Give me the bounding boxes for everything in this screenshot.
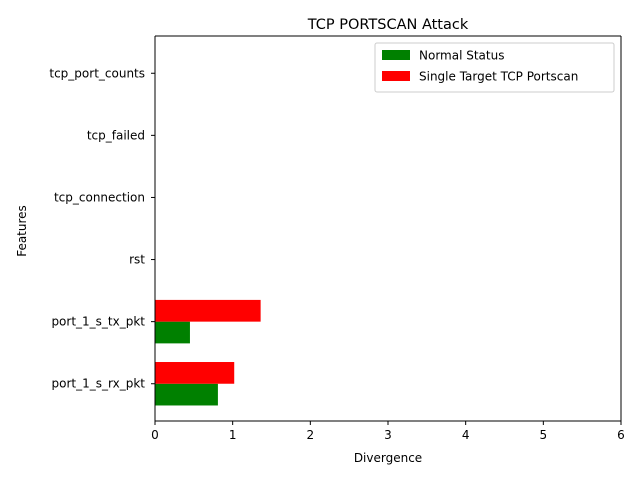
bar-normal-port_1_s_tx_pkt — [155, 321, 190, 344]
y-tick-label: tcp_connection — [54, 190, 145, 204]
bar-portscan-port_1_s_rx_pkt — [155, 362, 235, 384]
x-tick-label: 3 — [384, 428, 392, 442]
x-tick-label: 2 — [307, 428, 315, 442]
x-tick-label: 0 — [151, 428, 159, 442]
x-tick-label: 1 — [229, 428, 237, 442]
legend-label-portscan: Single Target TCP Portscan — [419, 70, 578, 84]
y-tick-label: port_1_s_tx_pkt — [51, 315, 145, 329]
bar-normal-port_1_s_rx_pkt — [155, 383, 218, 406]
x-tick-label: 5 — [540, 428, 548, 442]
legend-label-normal: Normal Status — [419, 49, 504, 63]
y-ticks-group: port_1_s_rx_pkt port_1_s_tx_pkt rst tcp_con… — [49, 66, 155, 391]
legend-swatch-normal — [382, 50, 410, 60]
y-tick-label: tcp_port_counts — [49, 66, 145, 80]
x-tick-label: 6 — [617, 428, 625, 442]
legend-swatch-portscan — [382, 71, 410, 81]
x-ticks-group: 0 1 2 3 4 5 6 — [151, 421, 625, 442]
x-axis-title: Divergence — [354, 451, 422, 465]
chart-title: TCP PORTSCAN Attack — [307, 17, 469, 33]
x-tick-label: 4 — [462, 428, 470, 442]
y-tick-label: rst — [129, 253, 145, 267]
bars-group — [155, 299, 261, 406]
y-tick-label: port_1_s_rx_pkt — [52, 377, 146, 391]
bar-portscan-port_1_s_tx_pkt — [155, 299, 261, 322]
legend-frame — [374, 42, 615, 93]
y-tick-label: tcp_failed — [87, 128, 145, 142]
legend: Normal Status Single Target TCP Portscan — [374, 42, 615, 93]
y-axis-title: Features — [15, 205, 29, 257]
